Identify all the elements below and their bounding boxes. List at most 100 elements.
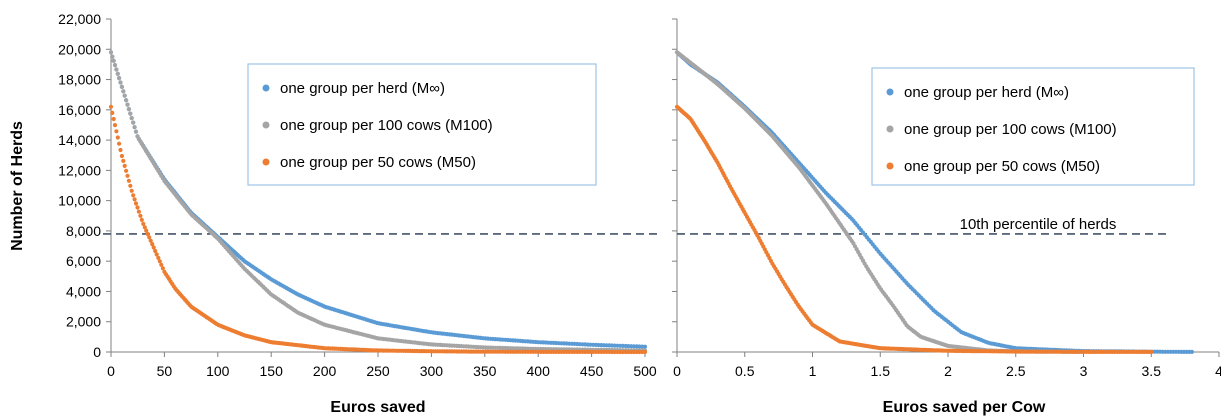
y-tick-label: 2,000 [66,314,101,330]
panel-left: 0 2,000 4,000 6,000 8,000 10,000 12,000 14,000 1… [58,11,660,416]
data-point-M50 [111,116,116,122]
y-tick-label: 14,000 [58,132,101,148]
y-tick-label: 18,000 [58,72,101,88]
legend-label: one group per herd (M∞) [280,80,445,97]
data-point-M50 [133,201,139,206]
legend-marker [262,121,270,129]
data-point-M-inf [1189,349,1194,354]
legend-box [247,63,597,186]
legend-marker [262,158,270,166]
data-point-M50 [128,183,133,188]
data-point-M50 [642,349,648,355]
data-point-M50 [159,262,164,267]
legend-marker [262,84,270,92]
legend: one group per herd (M∞) one group per 100… [871,67,1195,186]
data-point-M50 [148,238,153,243]
data-point-M50 [114,129,119,134]
x-tick-label: 2 [944,363,952,379]
x-tick-label: 450 [580,363,604,379]
data-point-M100 [122,93,127,98]
data-point-M50 [125,173,130,178]
x-tick-label: 300 [420,363,444,379]
data-point-M100 [119,84,124,89]
x-tick-label: 50 [157,363,173,379]
data-point-M50 [144,228,149,233]
x-tick-label: 1 [809,363,817,379]
data-point-M100 [131,120,136,125]
y-tick-label: 0 [93,344,101,360]
x-tick-label: 400 [527,363,551,379]
data-point-M100 [128,111,133,116]
data-point-M50 [1149,349,1154,354]
data-point-M100 [129,116,134,121]
data-point-M100 [132,125,137,130]
data-point-M50 [160,266,165,271]
data-point-M100 [114,67,119,72]
legend-marker [886,125,894,133]
y-tick-label: 4,000 [66,283,101,299]
data-point-M100 [115,71,120,76]
legend-label: one group per 100 cows (M100) [904,121,1117,138]
data-point-M100 [117,76,122,81]
x-tick-label: 100 [206,363,230,379]
y-tick-label: 12,000 [58,162,101,178]
data-point-M50 [118,147,123,153]
x-tick-label: 0 [107,363,115,379]
legend-marker [886,88,894,96]
data-point-M100 [125,102,130,107]
x-tick-label: 250 [366,363,390,379]
data-point-M100 [124,98,129,103]
x-tick-label: 350 [473,363,497,379]
data-point-M50 [156,255,161,260]
data-point-M50 [122,163,127,168]
data-point-M50 [136,209,141,214]
data-point-M50 [153,248,158,254]
data-point-M100 [121,89,126,94]
data-point-M50 [141,221,146,226]
data-point-M50 [108,104,114,109]
data-point-M-inf [642,344,648,349]
panel-right: 0 0.5 1 1.5 2 2.5 3 3.5 4 Euros saved per Cow 10th… [672,18,1221,416]
data-point-M100 [133,129,139,134]
x-tick-label: 3.5 [1142,363,1162,379]
legend-box [871,67,1195,186]
y-tick-label: 20,000 [58,41,101,57]
y-tick-label: 22,000 [58,11,101,27]
x-axis-title: Euros saved [330,399,425,416]
y-tick-label: 6,000 [66,253,101,269]
x-tick-label: 150 [260,363,284,379]
data-point-M100 [118,80,123,85]
data-point-M50 [151,245,156,250]
annotation-10th-percentile: 10th percentile of herds [960,216,1117,233]
data-point-M50 [126,178,131,183]
data-point-M50 [145,231,150,237]
data-point-M50 [157,259,162,264]
data-point-M100 [112,63,118,68]
data-point-M50 [121,158,126,163]
data-point-M50 [142,225,147,230]
x-axis-title: Euros saved per Cow [883,399,1046,416]
data-point-M50 [124,168,129,173]
legend-label: one group per herd (M∞) [904,84,1069,101]
legend-label: one group per 50 cows (M50) [280,154,476,171]
x-tick-label: 1.5 [871,363,891,379]
y-tick-label: 8,000 [66,223,101,239]
data-point-M50 [112,123,118,128]
legend-label: one group per 100 cows (M100) [280,117,493,134]
data-point-M50 [131,193,136,198]
legend: one group per herd (M∞) one group per 100… [247,63,597,186]
data-point-M50 [129,188,134,193]
legend-marker [886,162,894,170]
legend-label: one group per 50 cows (M50) [904,158,1100,175]
data-point-M50 [139,217,144,222]
y-tick-label: 10,000 [58,193,101,209]
x-tick-label: 200 [313,363,337,379]
x-tick-label: 2.5 [1006,363,1026,379]
data-point-M100 [126,107,131,112]
x-tick-label: 3 [1080,363,1088,379]
x-tick-label: 500 [633,363,657,379]
data-point-M50 [115,135,120,140]
y-axis-title: Number of Herds [9,121,26,251]
